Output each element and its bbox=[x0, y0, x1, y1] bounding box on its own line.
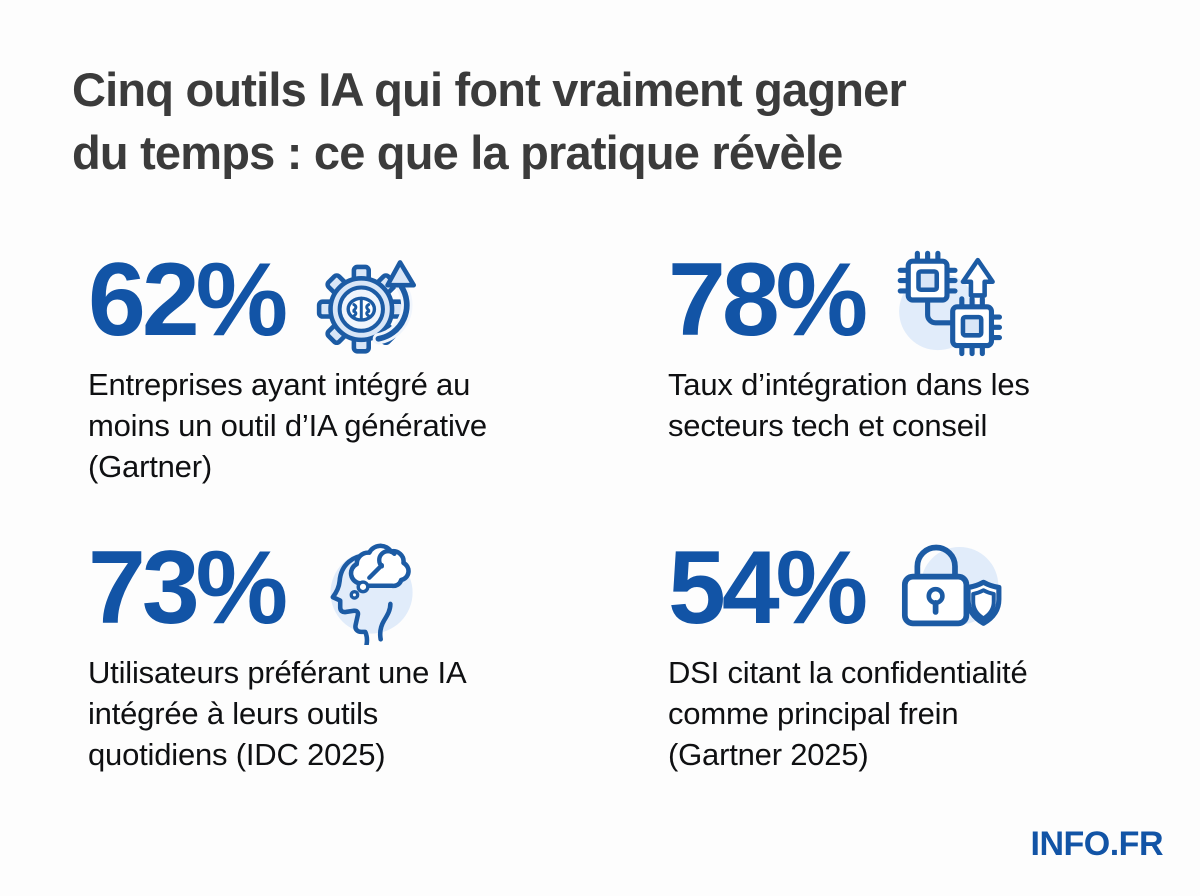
stat-description-line: (Gartner 2025) bbox=[668, 737, 869, 772]
stat-description-line: moins un outil d’IA générative bbox=[88, 408, 487, 443]
gear-brain-arrow-icon bbox=[316, 260, 417, 354]
stat-description-line: quotidiens (IDC 2025) bbox=[88, 737, 386, 772]
stat-header: 78% bbox=[668, 242, 1168, 358]
stat-description-line: Taux d’intégration dans les bbox=[668, 367, 1030, 402]
page-title-line-1: Cinq outils IA qui font vraiment gagner bbox=[72, 63, 907, 116]
stat-description-line: (Gartner) bbox=[88, 449, 212, 484]
stat-description-line: intégrée à leurs outils bbox=[88, 696, 379, 731]
stat-card-confidentiality: 54% DSI citant la confidentialité comme … bbox=[668, 530, 1168, 818]
stat-value: 62% bbox=[88, 242, 288, 358]
stat-header: 54% bbox=[668, 530, 1168, 646]
page-title-line-2: du temps : ce que la pratique révèle bbox=[72, 126, 843, 179]
head-thought-wrench-icon bbox=[330, 543, 413, 645]
stat-description: Entreprises ayant intégré au moins un ou… bbox=[88, 364, 668, 487]
stat-value: 54% bbox=[668, 530, 868, 646]
stats-grid: 62% bbox=[88, 242, 1168, 818]
stat-header: 62% bbox=[88, 242, 668, 358]
stat-value: 78% bbox=[668, 242, 868, 358]
stat-description: DSI citant la confidentialité comme prin… bbox=[668, 652, 1168, 775]
stat-description-line: DSI citant la confidentialité bbox=[668, 655, 1028, 690]
brand-logo: INFO.FR bbox=[1030, 825, 1164, 863]
stat-description: Utilisateurs préférant une IA intégrée à… bbox=[88, 652, 668, 775]
stat-header: 73% bbox=[88, 530, 668, 646]
stat-card-user-preference: 73% Utilisateurs pré bbox=[88, 530, 668, 818]
stat-description: Taux d’intégration dans les secteurs tec… bbox=[668, 364, 1168, 446]
stat-description-line: Utilisateurs préférant une IA bbox=[88, 655, 467, 690]
padlock-shield-icon bbox=[902, 544, 1002, 627]
stat-value: 73% bbox=[88, 530, 288, 646]
stat-card-genai-adoption: 62% bbox=[88, 242, 668, 530]
stat-card-tech-integration: 78% bbox=[668, 242, 1168, 530]
stat-description-line: comme principal frein bbox=[668, 696, 959, 731]
circuit-chips-arrow-icon bbox=[897, 250, 1003, 357]
stat-description-line: secteurs tech et conseil bbox=[668, 408, 988, 443]
page-title: Cinq outils IA qui font vraiment gagner … bbox=[72, 58, 907, 184]
stat-description-line: Entreprises ayant intégré au bbox=[88, 367, 471, 402]
